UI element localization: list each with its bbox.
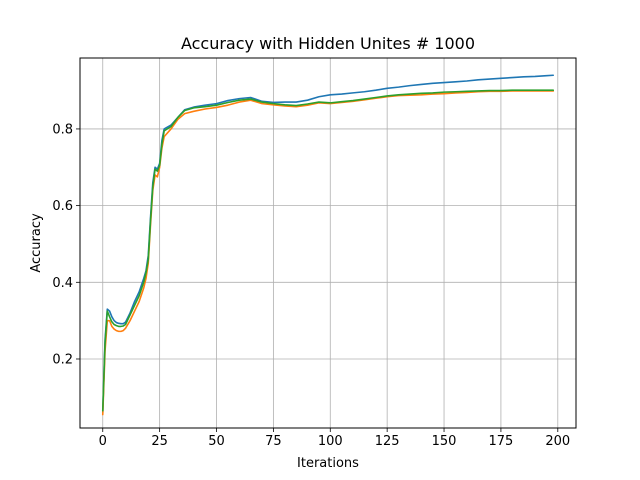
- plot-frame: [79, 57, 577, 429]
- x-tick-label: 25: [151, 434, 168, 449]
- y-tick-label: 0.4: [52, 276, 73, 291]
- y-axis: 0.2 0.4 0.6 0.8: [52, 122, 80, 367]
- series-line-1: [101, 74, 555, 414]
- x-tick-label: 125: [375, 434, 400, 449]
- x-tick-label: 200: [545, 434, 570, 449]
- series-line-2: [101, 90, 555, 416]
- y-axis-label: Accuracy: [29, 213, 44, 273]
- chart-title: Accuracy with Hidden Unites # 1000: [181, 34, 475, 53]
- x-axis: 0 25 50 75 100 125 150 175 200: [99, 428, 570, 449]
- y-tick-label: 0.6: [52, 199, 73, 214]
- x-tick-label: 50: [208, 434, 225, 449]
- series-line-3: [101, 89, 555, 412]
- y-tick-label: 0.2: [52, 352, 73, 367]
- x-axis-label: Iterations: [297, 456, 359, 471]
- x-tick-label: 100: [318, 434, 343, 449]
- x-tick-label: 75: [265, 434, 282, 449]
- grid: [80, 58, 576, 428]
- y-tick-label: 0.8: [52, 122, 73, 137]
- x-tick-label: 150: [432, 434, 457, 449]
- x-tick-label: 175: [489, 434, 514, 449]
- x-tick-label: 0: [99, 434, 107, 449]
- series-layer: [101, 74, 555, 416]
